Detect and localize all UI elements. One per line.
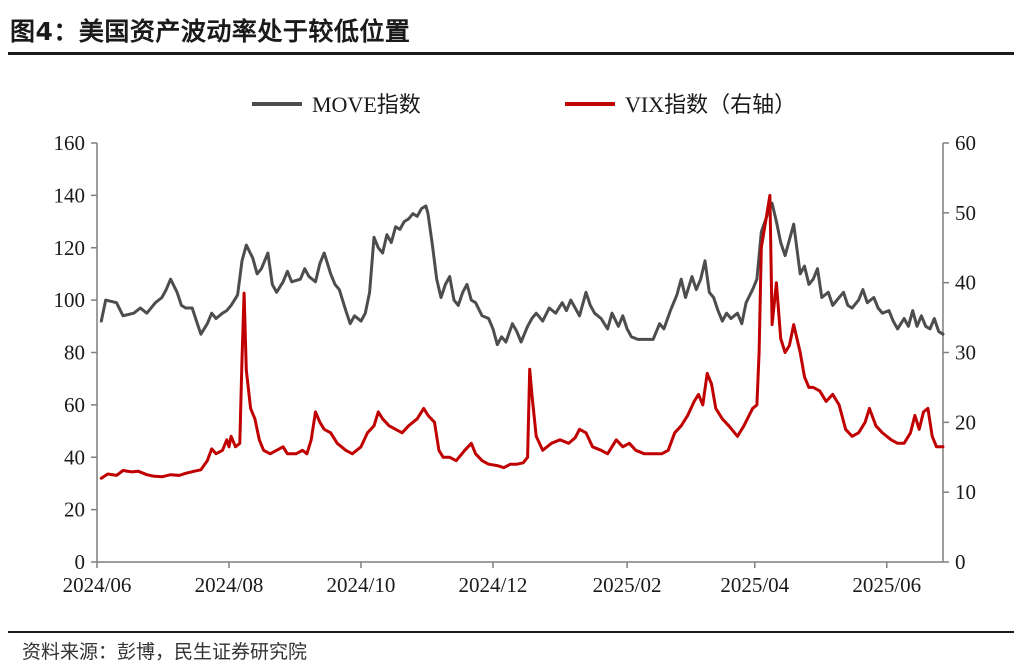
move-series-line — [99, 201, 945, 347]
x-tick-label: 2025/06 — [852, 573, 921, 597]
right-tick-label: 20 — [955, 410, 976, 434]
right-tick-label: 0 — [955, 550, 966, 574]
title-rule — [8, 52, 1014, 55]
dual-axis-line-chart: MOVE指数 VIX指数（右轴） 0 20 40 60 80 100 120 140 160 0 10… — [54, 92, 977, 597]
left-tick-label: 100 — [54, 288, 86, 312]
legend-label: MOVE指数 — [312, 92, 421, 117]
left-tick-label: 0 — [75, 550, 86, 574]
x-tick-label: 2024/12 — [459, 573, 528, 597]
figure-title: 图4：美国资产波动率处于较低位置 — [10, 17, 411, 46]
x-tick-label: 2025/04 — [720, 573, 789, 597]
left-tick-label: 80 — [64, 341, 85, 365]
chart-legend: MOVE指数 VIX指数（右轴） — [252, 92, 796, 117]
right-tick-label: 60 — [955, 131, 976, 155]
chart-series — [99, 193, 945, 480]
chart-axes: 0 20 40 60 80 100 120 140 160 0 10 20 30 40 50 60 2024/0… — [54, 131, 977, 597]
left-tick-label: 120 — [54, 236, 86, 260]
source-note: 资料来源：彭博，民生证券研究院 — [22, 641, 308, 663]
source-rule — [8, 631, 1014, 633]
left-tick-label: 60 — [64, 393, 85, 417]
x-tick-label: 2025/02 — [593, 573, 662, 597]
left-tick-label: 40 — [64, 445, 85, 469]
x-tick-label: 2024/06 — [63, 573, 132, 597]
right-tick-label: 30 — [955, 341, 976, 365]
left-tick-label: 20 — [64, 498, 85, 522]
vix-series-line — [99, 193, 945, 480]
right-tick-label: 10 — [955, 480, 976, 504]
right-tick-label: 40 — [955, 271, 976, 295]
x-tick-label: 2024/08 — [195, 573, 264, 597]
left-tick-label: 140 — [54, 183, 86, 207]
left-tick-label: 160 — [54, 131, 86, 155]
legend-label: VIX指数（右轴） — [625, 92, 796, 117]
x-tick-label: 2024/10 — [327, 573, 396, 597]
right-tick-label: 50 — [955, 201, 976, 225]
